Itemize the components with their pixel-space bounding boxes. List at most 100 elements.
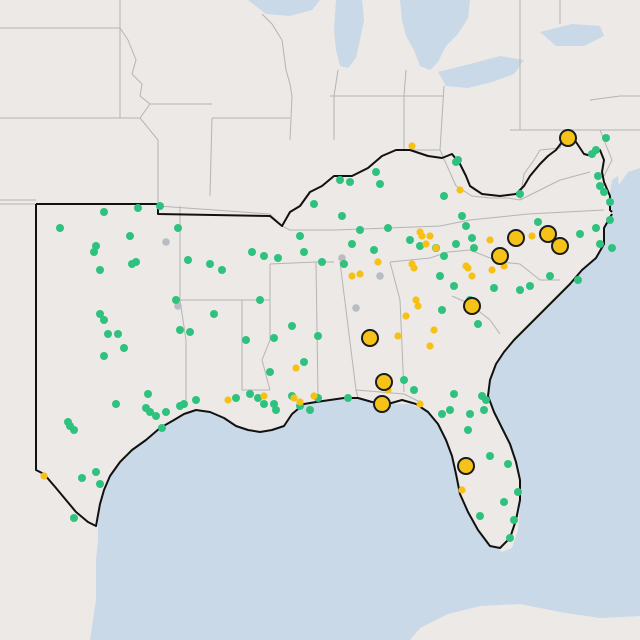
small-green-marker[interactable] xyxy=(132,258,140,266)
large-yellow-marker[interactable] xyxy=(373,395,391,413)
small-green-marker[interactable] xyxy=(134,204,142,212)
small-green-marker[interactable] xyxy=(96,266,104,274)
small-yellow-marker[interactable] xyxy=(374,258,382,266)
small-green-marker[interactable] xyxy=(96,480,104,488)
small-green-marker[interactable] xyxy=(592,146,600,154)
small-green-marker[interactable] xyxy=(300,248,308,256)
small-green-marker[interactable] xyxy=(218,266,226,274)
small-green-marker[interactable] xyxy=(400,376,408,384)
small-green-marker[interactable] xyxy=(606,198,614,206)
small-green-marker[interactable] xyxy=(600,188,608,196)
small-green-marker[interactable] xyxy=(296,232,304,240)
small-yellow-marker[interactable] xyxy=(356,270,364,278)
small-green-marker[interactable] xyxy=(384,224,392,232)
small-green-marker[interactable] xyxy=(602,134,610,142)
small-green-marker[interactable] xyxy=(248,248,256,256)
small-green-marker[interactable] xyxy=(416,242,424,250)
small-green-marker[interactable] xyxy=(162,408,170,416)
small-green-marker[interactable] xyxy=(56,224,64,232)
small-green-marker[interactable] xyxy=(92,468,100,476)
small-green-marker[interactable] xyxy=(70,426,78,434)
small-yellow-marker[interactable] xyxy=(418,232,426,240)
small-green-marker[interactable] xyxy=(192,396,200,404)
large-yellow-marker[interactable] xyxy=(507,229,525,247)
small-yellow-marker[interactable] xyxy=(430,326,438,334)
small-green-marker[interactable] xyxy=(180,400,188,408)
small-green-marker[interactable] xyxy=(288,322,296,330)
small-green-marker[interactable] xyxy=(90,248,98,256)
small-green-marker[interactable] xyxy=(274,254,282,262)
small-green-marker[interactable] xyxy=(242,336,250,344)
small-green-marker[interactable] xyxy=(592,224,600,232)
small-green-marker[interactable] xyxy=(514,488,522,496)
small-yellow-marker[interactable] xyxy=(412,296,420,304)
small-yellow-marker[interactable] xyxy=(468,272,476,280)
small-green-marker[interactable] xyxy=(410,386,418,394)
small-green-marker[interactable] xyxy=(606,216,614,224)
small-green-marker[interactable] xyxy=(344,394,352,402)
small-yellow-marker[interactable] xyxy=(416,400,424,408)
small-green-marker[interactable] xyxy=(126,232,134,240)
small-green-marker[interactable] xyxy=(112,400,120,408)
small-green-marker[interactable] xyxy=(476,512,484,520)
small-green-marker[interactable] xyxy=(100,352,108,360)
small-gray-marker[interactable] xyxy=(162,238,170,246)
small-green-marker[interactable] xyxy=(574,276,582,284)
small-green-marker[interactable] xyxy=(348,240,356,248)
small-green-marker[interactable] xyxy=(458,212,466,220)
small-green-marker[interactable] xyxy=(152,412,160,420)
small-green-marker[interactable] xyxy=(266,368,274,376)
small-green-marker[interactable] xyxy=(310,200,318,208)
large-yellow-marker[interactable] xyxy=(361,329,379,347)
small-green-marker[interactable] xyxy=(100,316,108,324)
small-yellow-marker[interactable] xyxy=(432,244,440,252)
small-yellow-marker[interactable] xyxy=(40,472,48,480)
small-green-marker[interactable] xyxy=(478,392,486,400)
large-yellow-marker[interactable] xyxy=(375,373,393,391)
small-yellow-marker[interactable] xyxy=(408,260,416,268)
small-green-marker[interactable] xyxy=(260,252,268,260)
small-green-marker[interactable] xyxy=(480,406,488,414)
small-gray-marker[interactable] xyxy=(174,302,182,310)
small-yellow-marker[interactable] xyxy=(290,394,298,402)
small-gray-marker[interactable] xyxy=(376,272,384,280)
small-green-marker[interactable] xyxy=(464,426,472,434)
small-green-marker[interactable] xyxy=(596,182,604,190)
small-green-marker[interactable] xyxy=(246,390,254,398)
small-yellow-marker[interactable] xyxy=(462,262,470,270)
small-green-marker[interactable] xyxy=(608,244,616,252)
small-green-marker[interactable] xyxy=(340,260,348,268)
small-green-marker[interactable] xyxy=(254,394,262,402)
small-yellow-marker[interactable] xyxy=(528,232,536,240)
small-green-marker[interactable] xyxy=(440,192,448,200)
small-green-marker[interactable] xyxy=(370,246,378,254)
small-green-marker[interactable] xyxy=(184,256,192,264)
small-green-marker[interactable] xyxy=(470,244,478,252)
small-green-marker[interactable] xyxy=(96,310,104,318)
small-yellow-marker[interactable] xyxy=(456,186,464,194)
small-green-marker[interactable] xyxy=(372,168,380,176)
small-green-marker[interactable] xyxy=(104,330,112,338)
small-green-marker[interactable] xyxy=(450,390,458,398)
small-green-marker[interactable] xyxy=(338,212,346,220)
small-green-marker[interactable] xyxy=(172,296,180,304)
small-green-marker[interactable] xyxy=(156,202,164,210)
small-gray-marker[interactable] xyxy=(338,254,346,262)
small-green-marker[interactable] xyxy=(306,406,314,414)
small-green-marker[interactable] xyxy=(436,272,444,280)
small-green-marker[interactable] xyxy=(406,236,414,244)
small-green-marker[interactable] xyxy=(516,286,524,294)
small-yellow-marker[interactable] xyxy=(224,396,232,404)
small-yellow-marker[interactable] xyxy=(422,240,430,248)
small-green-marker[interactable] xyxy=(474,320,482,328)
small-green-marker[interactable] xyxy=(462,222,470,230)
small-green-marker[interactable] xyxy=(376,180,384,188)
small-green-marker[interactable] xyxy=(596,240,604,248)
small-yellow-marker[interactable] xyxy=(394,332,402,340)
small-green-marker[interactable] xyxy=(438,306,446,314)
small-green-marker[interactable] xyxy=(506,534,514,542)
small-green-marker[interactable] xyxy=(546,272,554,280)
small-yellow-marker[interactable] xyxy=(402,312,410,320)
small-green-marker[interactable] xyxy=(186,328,194,336)
